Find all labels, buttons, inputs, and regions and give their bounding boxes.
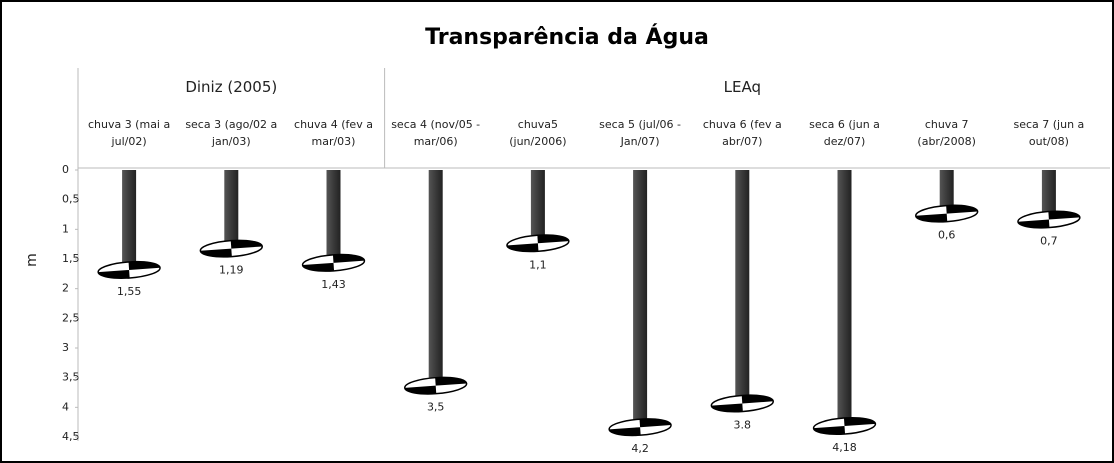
y-tick-label: 3,5 bbox=[62, 371, 80, 384]
data-label: 0,6 bbox=[938, 229, 956, 242]
x-tick-label: seca 3 (ago/02 a jan/03) bbox=[185, 118, 278, 148]
x-tick-label: seca 4 (nov/05 - mar/06) bbox=[391, 118, 481, 148]
data-label: 3,5 bbox=[427, 401, 445, 414]
bar bbox=[428, 170, 443, 378]
secchi-disk bbox=[1017, 210, 1081, 229]
secchi-disk bbox=[199, 239, 263, 258]
bar bbox=[326, 170, 341, 255]
x-tick-label: chuva 4 (fev a mar/03) bbox=[294, 118, 373, 148]
y-tick-label: 2 bbox=[62, 282, 69, 295]
data-label: 4,2 bbox=[631, 442, 649, 455]
y-tick-label: 0 bbox=[62, 163, 69, 176]
bar bbox=[837, 170, 852, 419]
y-tick-label: 1 bbox=[62, 222, 69, 235]
secchi-disk bbox=[812, 416, 877, 436]
x-tick-label: seca 5 (jul/06 - Jan/07) bbox=[599, 118, 681, 148]
data-label: 1,43 bbox=[321, 278, 346, 291]
y-tick-label: 2,5 bbox=[62, 311, 80, 324]
x-tick-label: chuva5 (jun/2006) bbox=[509, 118, 567, 148]
y-axis-label: m bbox=[24, 253, 40, 267]
secchi-disk bbox=[915, 204, 979, 223]
data-label: 0,7 bbox=[1040, 235, 1058, 248]
group-label: Diniz (2005) bbox=[185, 78, 278, 96]
y-tick-label: 1,5 bbox=[62, 252, 80, 265]
data-label: 4,18 bbox=[832, 441, 857, 454]
secchi-disk bbox=[608, 418, 672, 437]
data-label: 3.8 bbox=[734, 418, 752, 431]
group-label: LEAq bbox=[723, 78, 761, 96]
secchi-disk bbox=[710, 394, 774, 413]
secchi-disk bbox=[506, 234, 570, 253]
data-label: 1,1 bbox=[529, 258, 547, 271]
y-tick-label: 4 bbox=[62, 400, 69, 413]
secchi-disk bbox=[404, 376, 468, 395]
data-label: 1,19 bbox=[219, 264, 244, 277]
bar bbox=[122, 170, 137, 262]
bar bbox=[530, 170, 545, 236]
bar bbox=[224, 170, 239, 241]
secchi-disk bbox=[301, 253, 366, 272]
x-tick-label: chuva 7 (abr/2008) bbox=[917, 118, 976, 148]
x-tick-label: chuva 6 (fev a abr/07) bbox=[702, 118, 782, 148]
bar bbox=[939, 170, 954, 206]
data-label: 1,55 bbox=[117, 285, 142, 298]
secchi-disk bbox=[97, 260, 161, 279]
bar bbox=[633, 170, 648, 420]
chart-title: Transparência da Água bbox=[425, 24, 709, 50]
y-tick-label: 3 bbox=[62, 341, 69, 354]
y-tick-label: 4,5 bbox=[62, 430, 80, 443]
bar bbox=[1041, 170, 1056, 212]
y-tick-label: 0,5 bbox=[62, 193, 80, 206]
bar bbox=[735, 170, 750, 396]
x-tick-label: seca 7 (jun a out/08) bbox=[1013, 118, 1085, 148]
x-tick-label: seca 6 (jun a dez/07) bbox=[809, 118, 880, 148]
x-tick-label: chuva 3 (mai a jul/02) bbox=[87, 118, 171, 148]
